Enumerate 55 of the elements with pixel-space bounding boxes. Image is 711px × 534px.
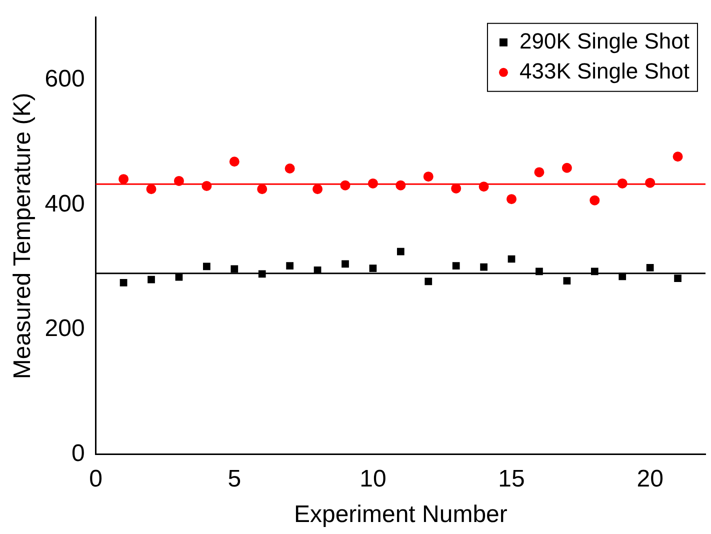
point [284, 163, 295, 174]
x-tick-label: 20 [636, 465, 664, 492]
y-tick-label: 600 [44, 65, 85, 92]
point [230, 265, 238, 273]
legend-label: 433K Single Shot [519, 58, 690, 84]
point [423, 172, 434, 182]
point [368, 178, 378, 188]
y-tick-label: 400 [44, 190, 85, 218]
point [672, 152, 683, 162]
point [202, 180, 212, 191]
legend-label: 290K Single Shot [519, 28, 690, 54]
point [534, 167, 544, 178]
point [618, 272, 626, 280]
point [646, 264, 654, 272]
point [563, 277, 571, 285]
point [314, 266, 322, 274]
point [148, 276, 155, 284]
point [118, 174, 129, 184]
point [396, 248, 404, 256]
point [590, 268, 598, 276]
point [258, 270, 266, 278]
point [480, 263, 488, 271]
point [478, 182, 489, 192]
point [146, 184, 156, 194]
point [286, 262, 294, 270]
x-tick-label: 5 [228, 465, 242, 492]
point [645, 178, 656, 188]
x-tick-label: 0 [89, 465, 103, 492]
point [617, 178, 628, 188]
point [369, 264, 377, 272]
point [506, 194, 517, 204]
x-tick-label: 15 [498, 465, 525, 492]
point [312, 184, 323, 194]
point [452, 262, 460, 270]
point [424, 278, 432, 286]
y-tick-label: 0 [71, 440, 85, 468]
point [508, 255, 516, 263]
point [590, 195, 600, 206]
point [203, 262, 210, 270]
point [229, 156, 240, 167]
y-axis-title: Measured Temperature (K) [9, 92, 36, 380]
x-axis-title: Experiment Number [294, 501, 508, 528]
point [536, 268, 543, 276]
point [257, 184, 268, 194]
y-tick-label: 200 [44, 315, 85, 342]
point [175, 273, 183, 281]
point [674, 274, 682, 282]
point [562, 162, 572, 173]
point [340, 180, 350, 190]
point [451, 183, 462, 194]
point [120, 279, 128, 286]
point [174, 176, 184, 186]
point [396, 180, 406, 190]
x-tick-label: 10 [360, 465, 386, 492]
point [342, 260, 349, 268]
